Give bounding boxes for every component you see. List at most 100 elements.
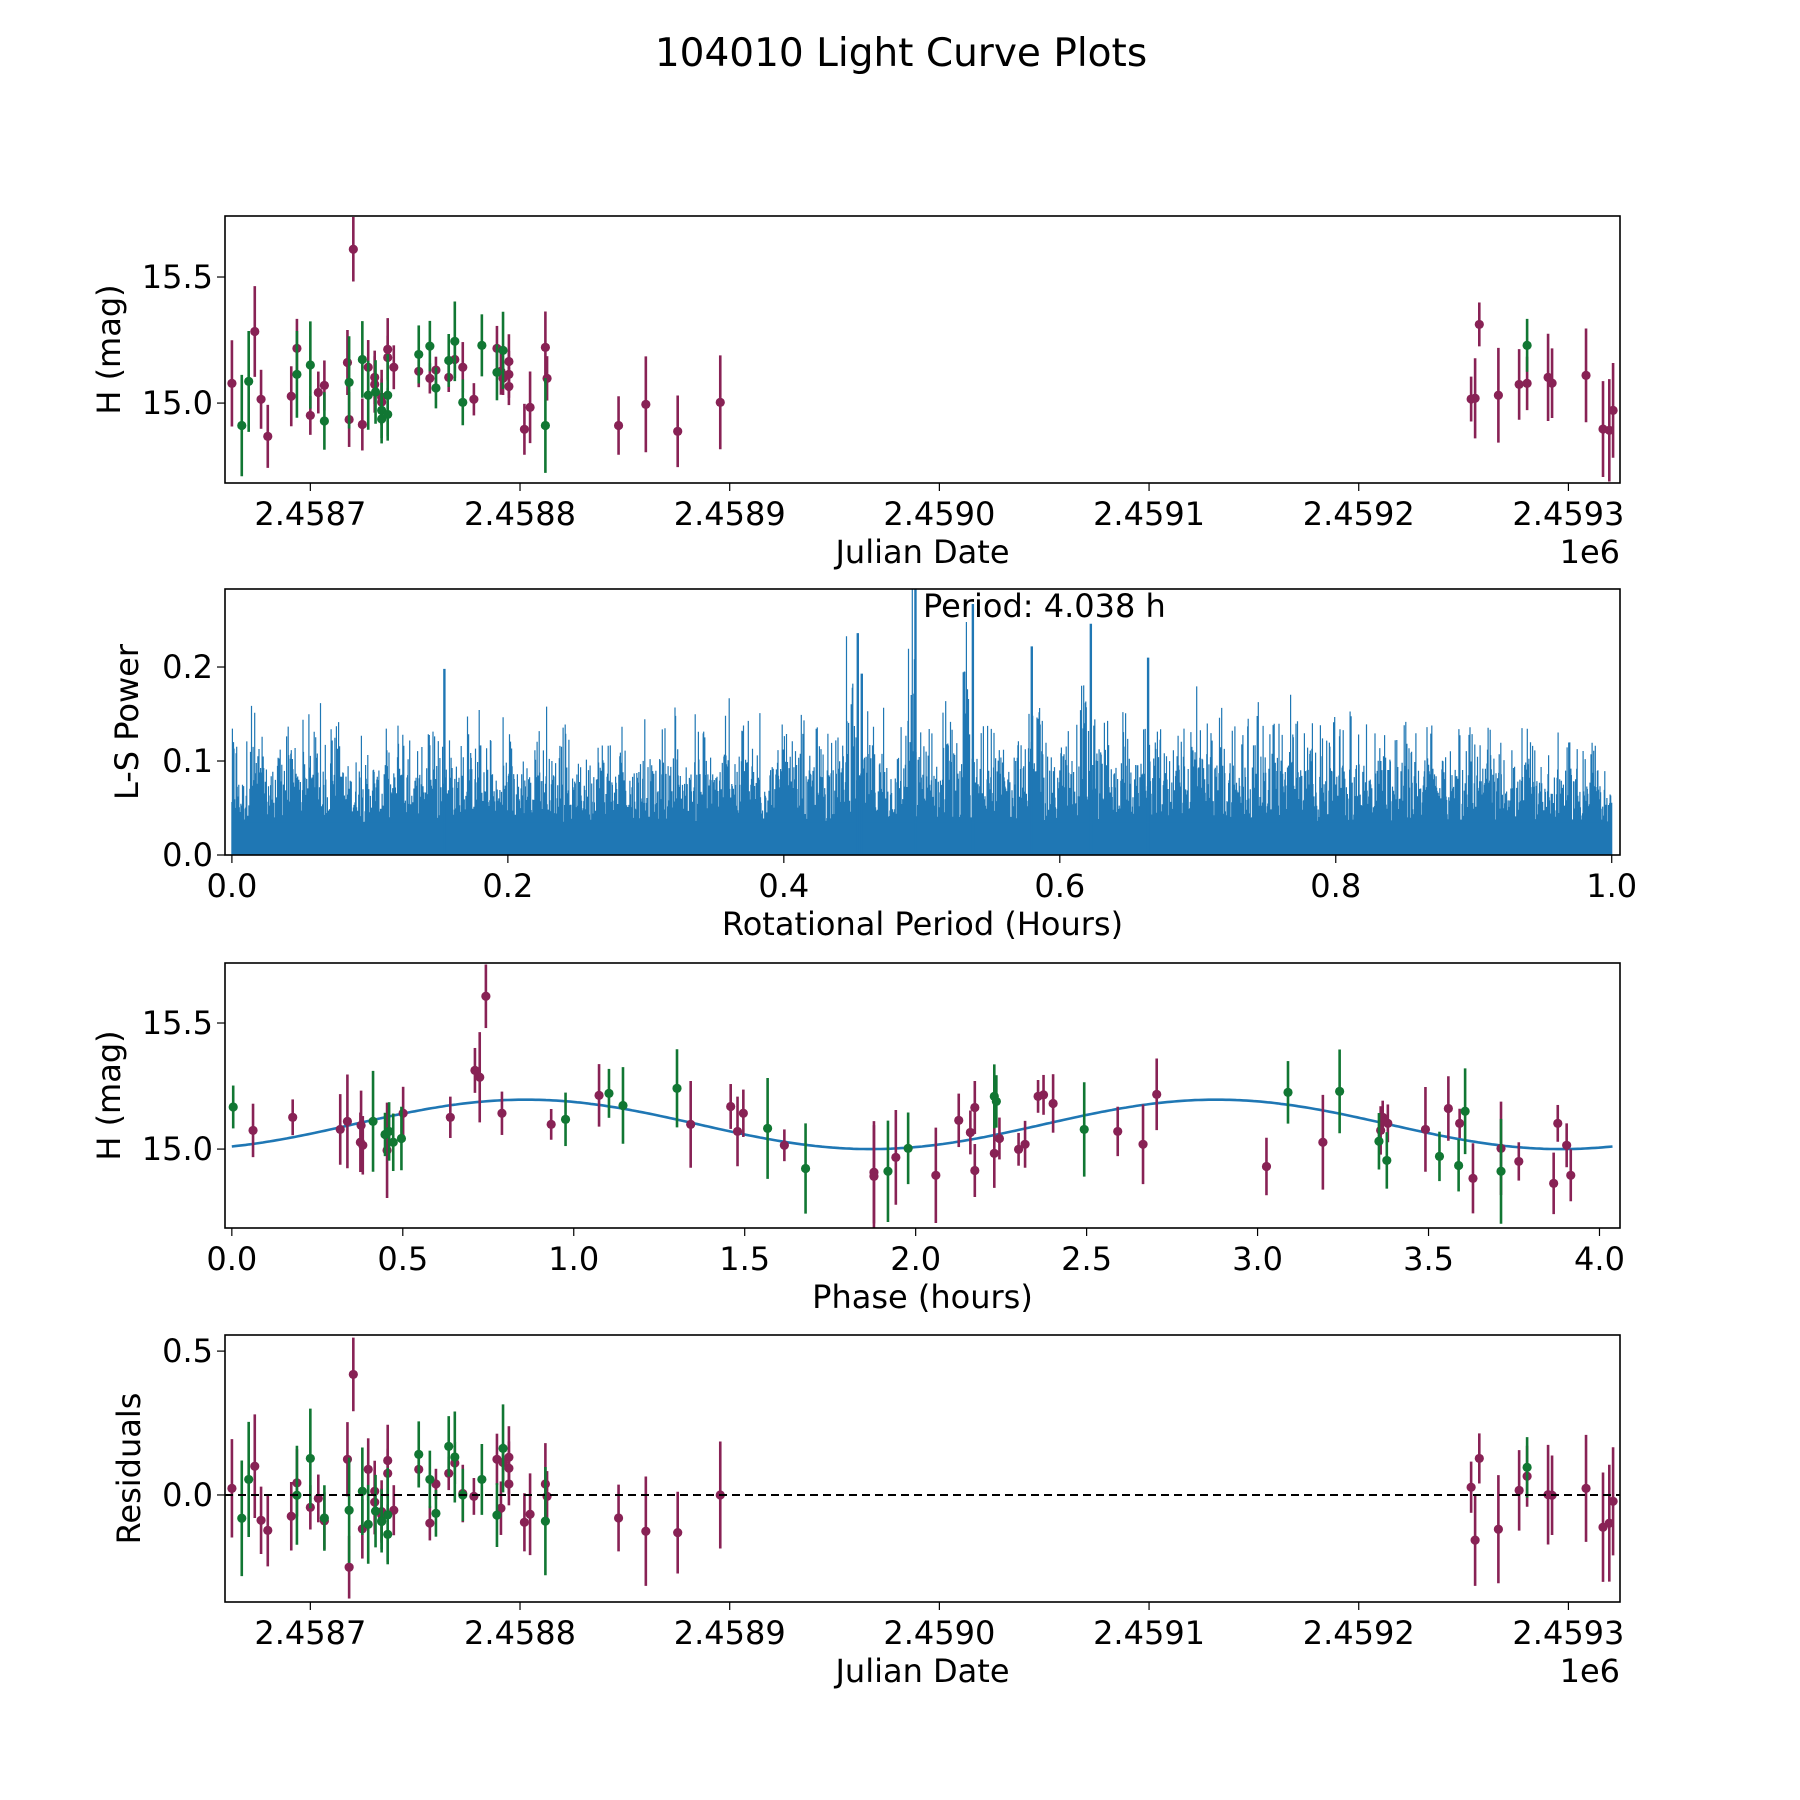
data-point: [1454, 1160, 1464, 1171]
x-tick-label: 2.4592: [1303, 1614, 1415, 1652]
x-axis-label: Rotational Period (Hours): [722, 905, 1123, 943]
data-point: [319, 416, 329, 426]
x-tick-label: 0.6: [1034, 867, 1085, 905]
series-band_b: [228, 1049, 1506, 1224]
data-point: [498, 1443, 508, 1453]
x-axis-label: Phase (hours): [812, 1278, 1033, 1316]
data-point: [414, 349, 424, 360]
y-axis-label: L-S Power: [108, 643, 146, 800]
y-axis-label: H (mag): [90, 284, 128, 414]
data-point: [1581, 1483, 1591, 1493]
x-offset-label: 1e6: [1560, 533, 1620, 571]
data-point: [431, 383, 441, 393]
data-point: [248, 1125, 258, 1136]
data-point: [525, 402, 535, 412]
series-band_a: [227, 217, 1618, 482]
x-tick-label: 3.0: [1232, 1240, 1283, 1278]
data-point: [883, 1166, 893, 1176]
y-tick-label: 0.1: [162, 742, 213, 780]
axes-frame: [224, 588, 1621, 856]
series-band_b: [237, 1404, 1532, 1577]
data-point: [613, 420, 624, 431]
data-point: [357, 419, 367, 430]
data-point: [450, 1452, 460, 1462]
data-point: [388, 1137, 398, 1147]
residuals-axes: 2.4587 2.4588 2.4589 2.4590 2.4591 2.4592 2.45…: [110, 1332, 1624, 1690]
data-point: [1152, 1089, 1162, 1099]
data-point: [1455, 1118, 1465, 1128]
x-offset-label: 1e6: [1560, 1652, 1620, 1690]
data-point: [244, 376, 254, 386]
data-point: [319, 380, 329, 391]
data-point: [363, 1519, 373, 1529]
data-point: [475, 1072, 485, 1082]
data-point: [560, 1114, 571, 1124]
y-axis-label: Residuals: [110, 1393, 148, 1545]
x-tick-label: 1.0: [548, 1240, 599, 1278]
data-point: [237, 420, 247, 431]
data-point: [228, 1102, 238, 1112]
data-point: [540, 1516, 550, 1526]
data-point: [686, 1119, 696, 1129]
axes-frame: [224, 1334, 1621, 1603]
data-point: [383, 409, 393, 420]
power-floor: [231, 822, 1612, 855]
data-point: [250, 1461, 260, 1471]
data-point: [497, 1108, 507, 1118]
data-point: [1470, 393, 1480, 403]
data-point: [227, 1483, 237, 1493]
data-point: [414, 1449, 424, 1460]
data-point: [954, 1115, 964, 1125]
data-point: [540, 342, 550, 352]
data-point: [779, 1140, 789, 1150]
data-point: [292, 369, 302, 379]
data-point: [425, 1474, 435, 1485]
data-point: [1604, 1518, 1614, 1528]
data-point: [519, 1517, 530, 1527]
data-point: [256, 1515, 266, 1525]
data-point: [425, 373, 435, 383]
data-point: [970, 1165, 980, 1176]
plot-area: [225, 1337, 1620, 1599]
data-point: [525, 1509, 535, 1519]
x-tick-label: 1.0: [1586, 867, 1637, 905]
x-axis-label: Julian Date: [833, 1652, 1009, 1690]
data-point: [903, 1143, 913, 1153]
x-tick-label: 2.4587: [254, 495, 366, 533]
x-tick-label: 0.0: [206, 867, 257, 905]
phased-lightcurve-axes: 0.0 0.5 1.0 1.5 2.0 2.5 3.0 3.5 4.0 15.0 15.5 Phase…: [90, 962, 1625, 1316]
data-point: [1474, 1453, 1484, 1464]
axes-frame: [224, 215, 1621, 484]
data-point: [738, 1108, 748, 1118]
data-point: [458, 397, 468, 407]
data-point: [504, 1479, 514, 1489]
data-point: [1514, 379, 1524, 390]
data-point: [370, 1506, 381, 1516]
period-annotation: Period: 4.038 h: [923, 587, 1166, 625]
data-point: [477, 340, 487, 350]
data-point: [1493, 1524, 1503, 1534]
data-point: [286, 391, 296, 401]
data-point: [1514, 1156, 1524, 1167]
data-point: [445, 1112, 455, 1122]
axes-frame: [224, 962, 1621, 1229]
data-point: [313, 1493, 323, 1504]
data-point: [869, 1171, 879, 1181]
data-point: [1522, 340, 1532, 350]
data-point: [965, 1127, 975, 1138]
data-point: [1581, 370, 1591, 380]
x-tick-label: 4.0: [1574, 1240, 1625, 1278]
data-point: [458, 362, 468, 372]
series-band_a: [227, 1337, 1618, 1599]
data-point: [384, 1126, 394, 1137]
x-tick-label: 2.4591: [1093, 495, 1205, 533]
data-point: [1474, 319, 1484, 330]
data-point: [469, 1491, 479, 1502]
data-point: [263, 1525, 273, 1535]
plot-area: [227, 217, 1618, 482]
data-point: [763, 1123, 773, 1134]
data-point: [715, 397, 725, 407]
data-point: [1460, 1106, 1470, 1116]
x-tick-label: 0.4: [758, 867, 809, 905]
